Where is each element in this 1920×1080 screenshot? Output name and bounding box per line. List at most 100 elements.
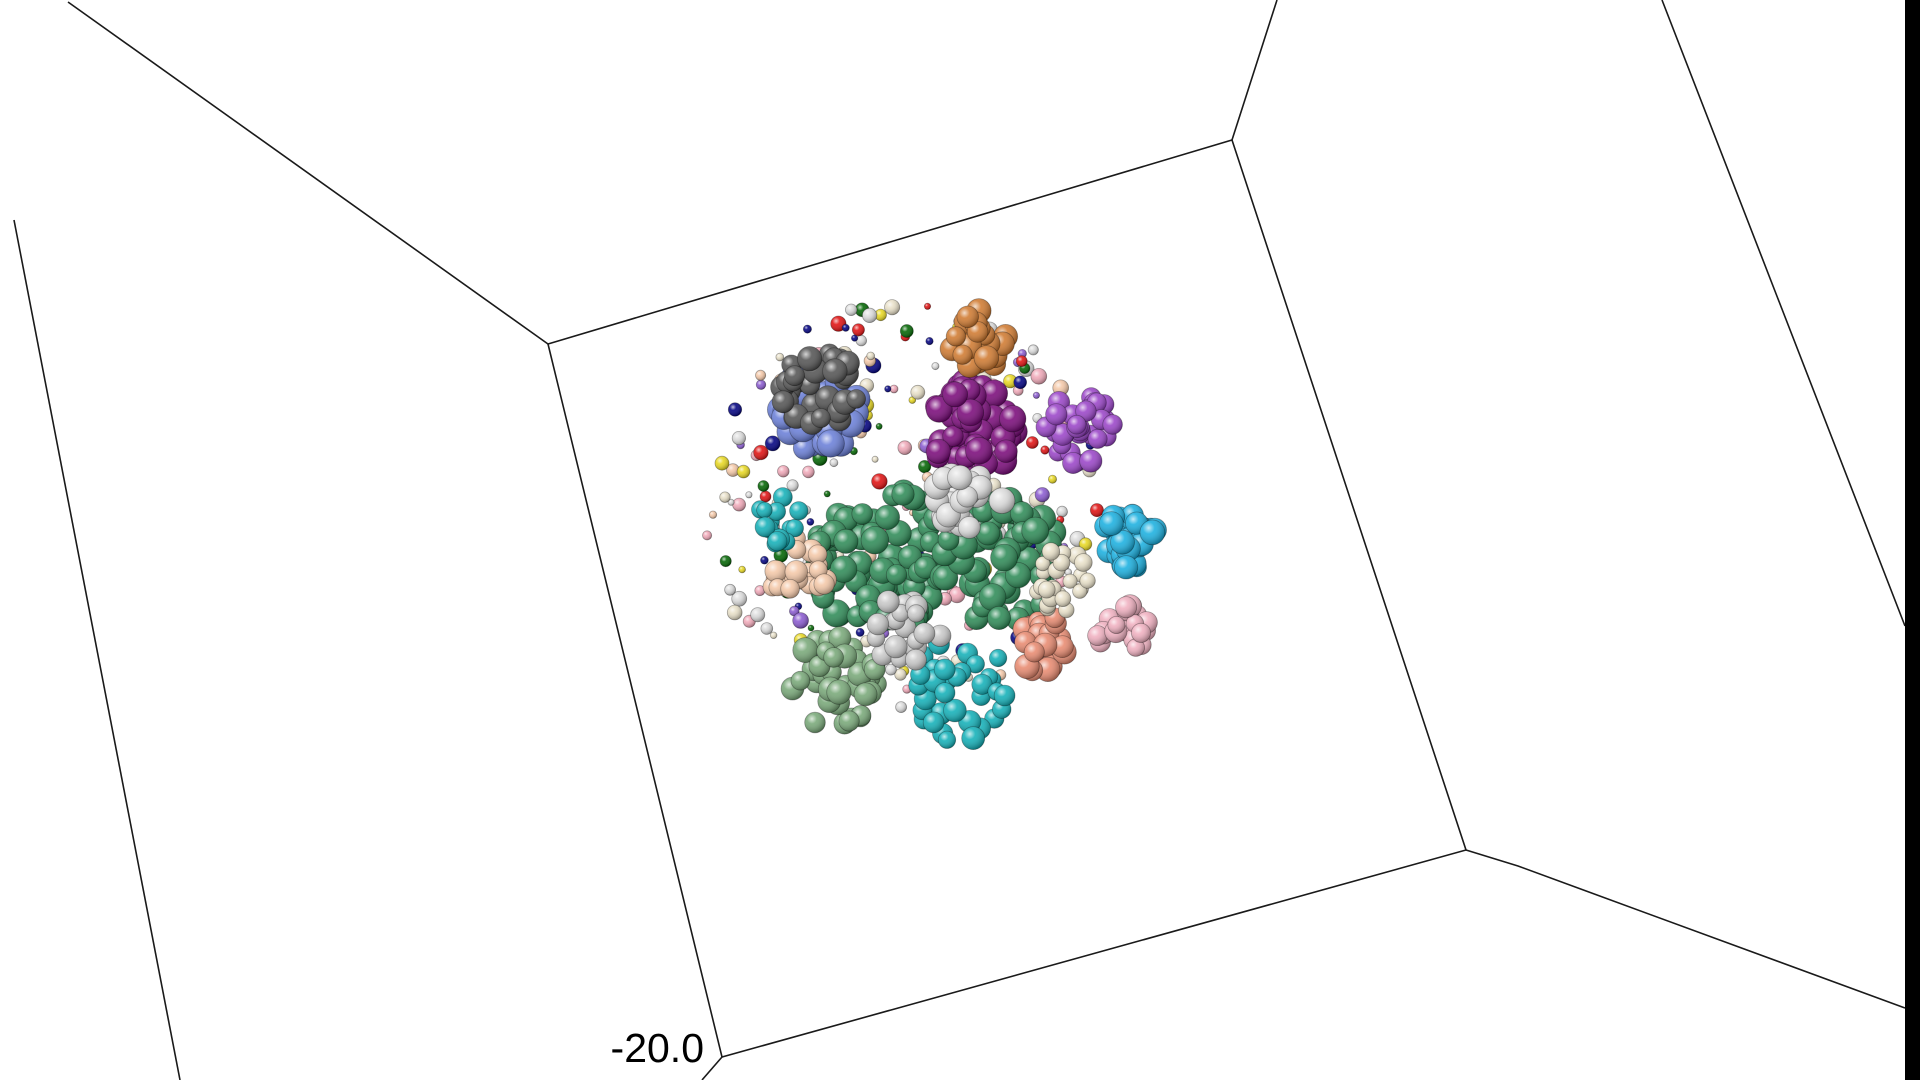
atom-highlight bbox=[732, 498, 746, 512]
atom-highlight bbox=[1140, 520, 1165, 545]
atom-highlight bbox=[824, 490, 831, 497]
atom-highlight bbox=[770, 632, 777, 639]
atom-highlight bbox=[1087, 625, 1108, 646]
atom-highlight bbox=[738, 566, 746, 573]
atom-highlight bbox=[852, 323, 865, 336]
atom-highlight bbox=[1035, 657, 1061, 682]
atom-highlight bbox=[789, 606, 800, 616]
atom-highlight bbox=[1063, 574, 1078, 589]
atom-highlight bbox=[1042, 542, 1060, 561]
atom-highlight bbox=[871, 473, 888, 490]
atom-highlight bbox=[753, 445, 769, 460]
atom-highlight bbox=[1088, 429, 1108, 449]
atom-highlight bbox=[946, 326, 966, 347]
atom-highlight bbox=[956, 306, 979, 328]
atom-highlight bbox=[817, 429, 845, 458]
atom-highlight bbox=[952, 345, 973, 365]
atom-highlight bbox=[791, 671, 810, 691]
atom-highlight bbox=[828, 626, 851, 649]
atom-highlight bbox=[926, 439, 951, 464]
atom-highlight bbox=[785, 560, 808, 584]
atom-highlight bbox=[765, 435, 781, 451]
atom-highlight bbox=[856, 335, 867, 346]
atom-highlight bbox=[980, 380, 1008, 407]
atom-highlight bbox=[1030, 368, 1047, 385]
atom-highlight bbox=[884, 635, 908, 658]
atom-highlight bbox=[1024, 641, 1045, 663]
atom-highlight bbox=[934, 682, 956, 703]
atom-highlight bbox=[789, 501, 808, 520]
atom-highlight bbox=[732, 431, 746, 445]
atom-highlight bbox=[884, 299, 900, 315]
atom-highlight bbox=[942, 425, 964, 447]
atom-highlight bbox=[938, 529, 960, 551]
box-edge-right-outer bbox=[1661, 0, 1906, 627]
box-edge-top-left bbox=[67, 1, 549, 345]
atom-highlight bbox=[856, 628, 865, 637]
atom-highlight bbox=[885, 664, 897, 676]
atom-highlight bbox=[1053, 554, 1070, 572]
atom-highlight bbox=[942, 381, 968, 407]
atom-highlight bbox=[727, 605, 743, 620]
atom-highlight bbox=[934, 659, 956, 680]
atom-highlight bbox=[757, 480, 769, 492]
atom-highlight bbox=[756, 502, 773, 518]
atom-highlight bbox=[756, 379, 766, 390]
atom-highlight bbox=[1067, 415, 1087, 435]
atom-highlight bbox=[979, 583, 1006, 611]
atom-highlight bbox=[1048, 475, 1057, 484]
atom-highlight bbox=[728, 499, 735, 506]
atom-highlight bbox=[1033, 392, 1040, 399]
atom-highlight bbox=[851, 503, 873, 525]
atom-highlight bbox=[773, 487, 793, 507]
atom-highlight bbox=[854, 682, 878, 706]
atom-highlight bbox=[830, 555, 857, 583]
atom-highlight bbox=[874, 309, 887, 321]
atom-highlight bbox=[1099, 511, 1124, 536]
atom-highlight bbox=[1110, 530, 1135, 555]
atom-highlight bbox=[1055, 590, 1071, 607]
atom-highlight bbox=[780, 579, 800, 599]
atom-highlight bbox=[895, 701, 907, 713]
atom-highlight bbox=[1062, 452, 1084, 474]
atom-highlight bbox=[1102, 414, 1123, 435]
atom-highlight bbox=[910, 385, 925, 400]
atom-highlight bbox=[897, 440, 912, 455]
atom-highlight bbox=[755, 517, 776, 537]
atom-highlight bbox=[966, 655, 985, 674]
atom-highlight bbox=[965, 437, 993, 465]
atom-highlight bbox=[808, 544, 827, 564]
atom-highlight bbox=[833, 529, 859, 554]
atom-highlight bbox=[803, 325, 812, 334]
atom-highlight bbox=[728, 402, 742, 417]
atom-highlight bbox=[846, 389, 866, 409]
atom-highlight bbox=[754, 585, 766, 596]
atom-highlight bbox=[715, 456, 729, 471]
atom-highlight bbox=[702, 530, 712, 541]
atom-highlight bbox=[875, 505, 900, 530]
box-edge-left-outer bbox=[13, 219, 181, 1080]
atom-highlight bbox=[773, 548, 788, 563]
atom-highlight bbox=[918, 460, 931, 473]
atom-highlight bbox=[923, 712, 944, 733]
atom-highlight bbox=[1131, 623, 1151, 643]
atom-highlight bbox=[924, 303, 931, 310]
atom-highlight bbox=[1056, 506, 1068, 517]
bounding-box bbox=[13, 0, 1906, 1080]
atom-highlight bbox=[1064, 568, 1072, 576]
atom-highlight bbox=[750, 607, 765, 622]
atom-highlight bbox=[792, 612, 809, 629]
atom-highlight bbox=[1072, 584, 1088, 599]
atom-highlight bbox=[900, 324, 914, 338]
atom-highlight bbox=[861, 526, 889, 554]
axis-tick-label: -20.0 bbox=[611, 1025, 704, 1071]
atom-highlight bbox=[806, 518, 814, 526]
atom-highlight bbox=[989, 649, 1007, 667]
atom-highlight bbox=[907, 604, 925, 623]
atom-highlight bbox=[1090, 503, 1104, 517]
atom-highlight bbox=[726, 463, 740, 477]
atom-highlight bbox=[905, 649, 927, 671]
atom-highlight bbox=[755, 370, 766, 381]
